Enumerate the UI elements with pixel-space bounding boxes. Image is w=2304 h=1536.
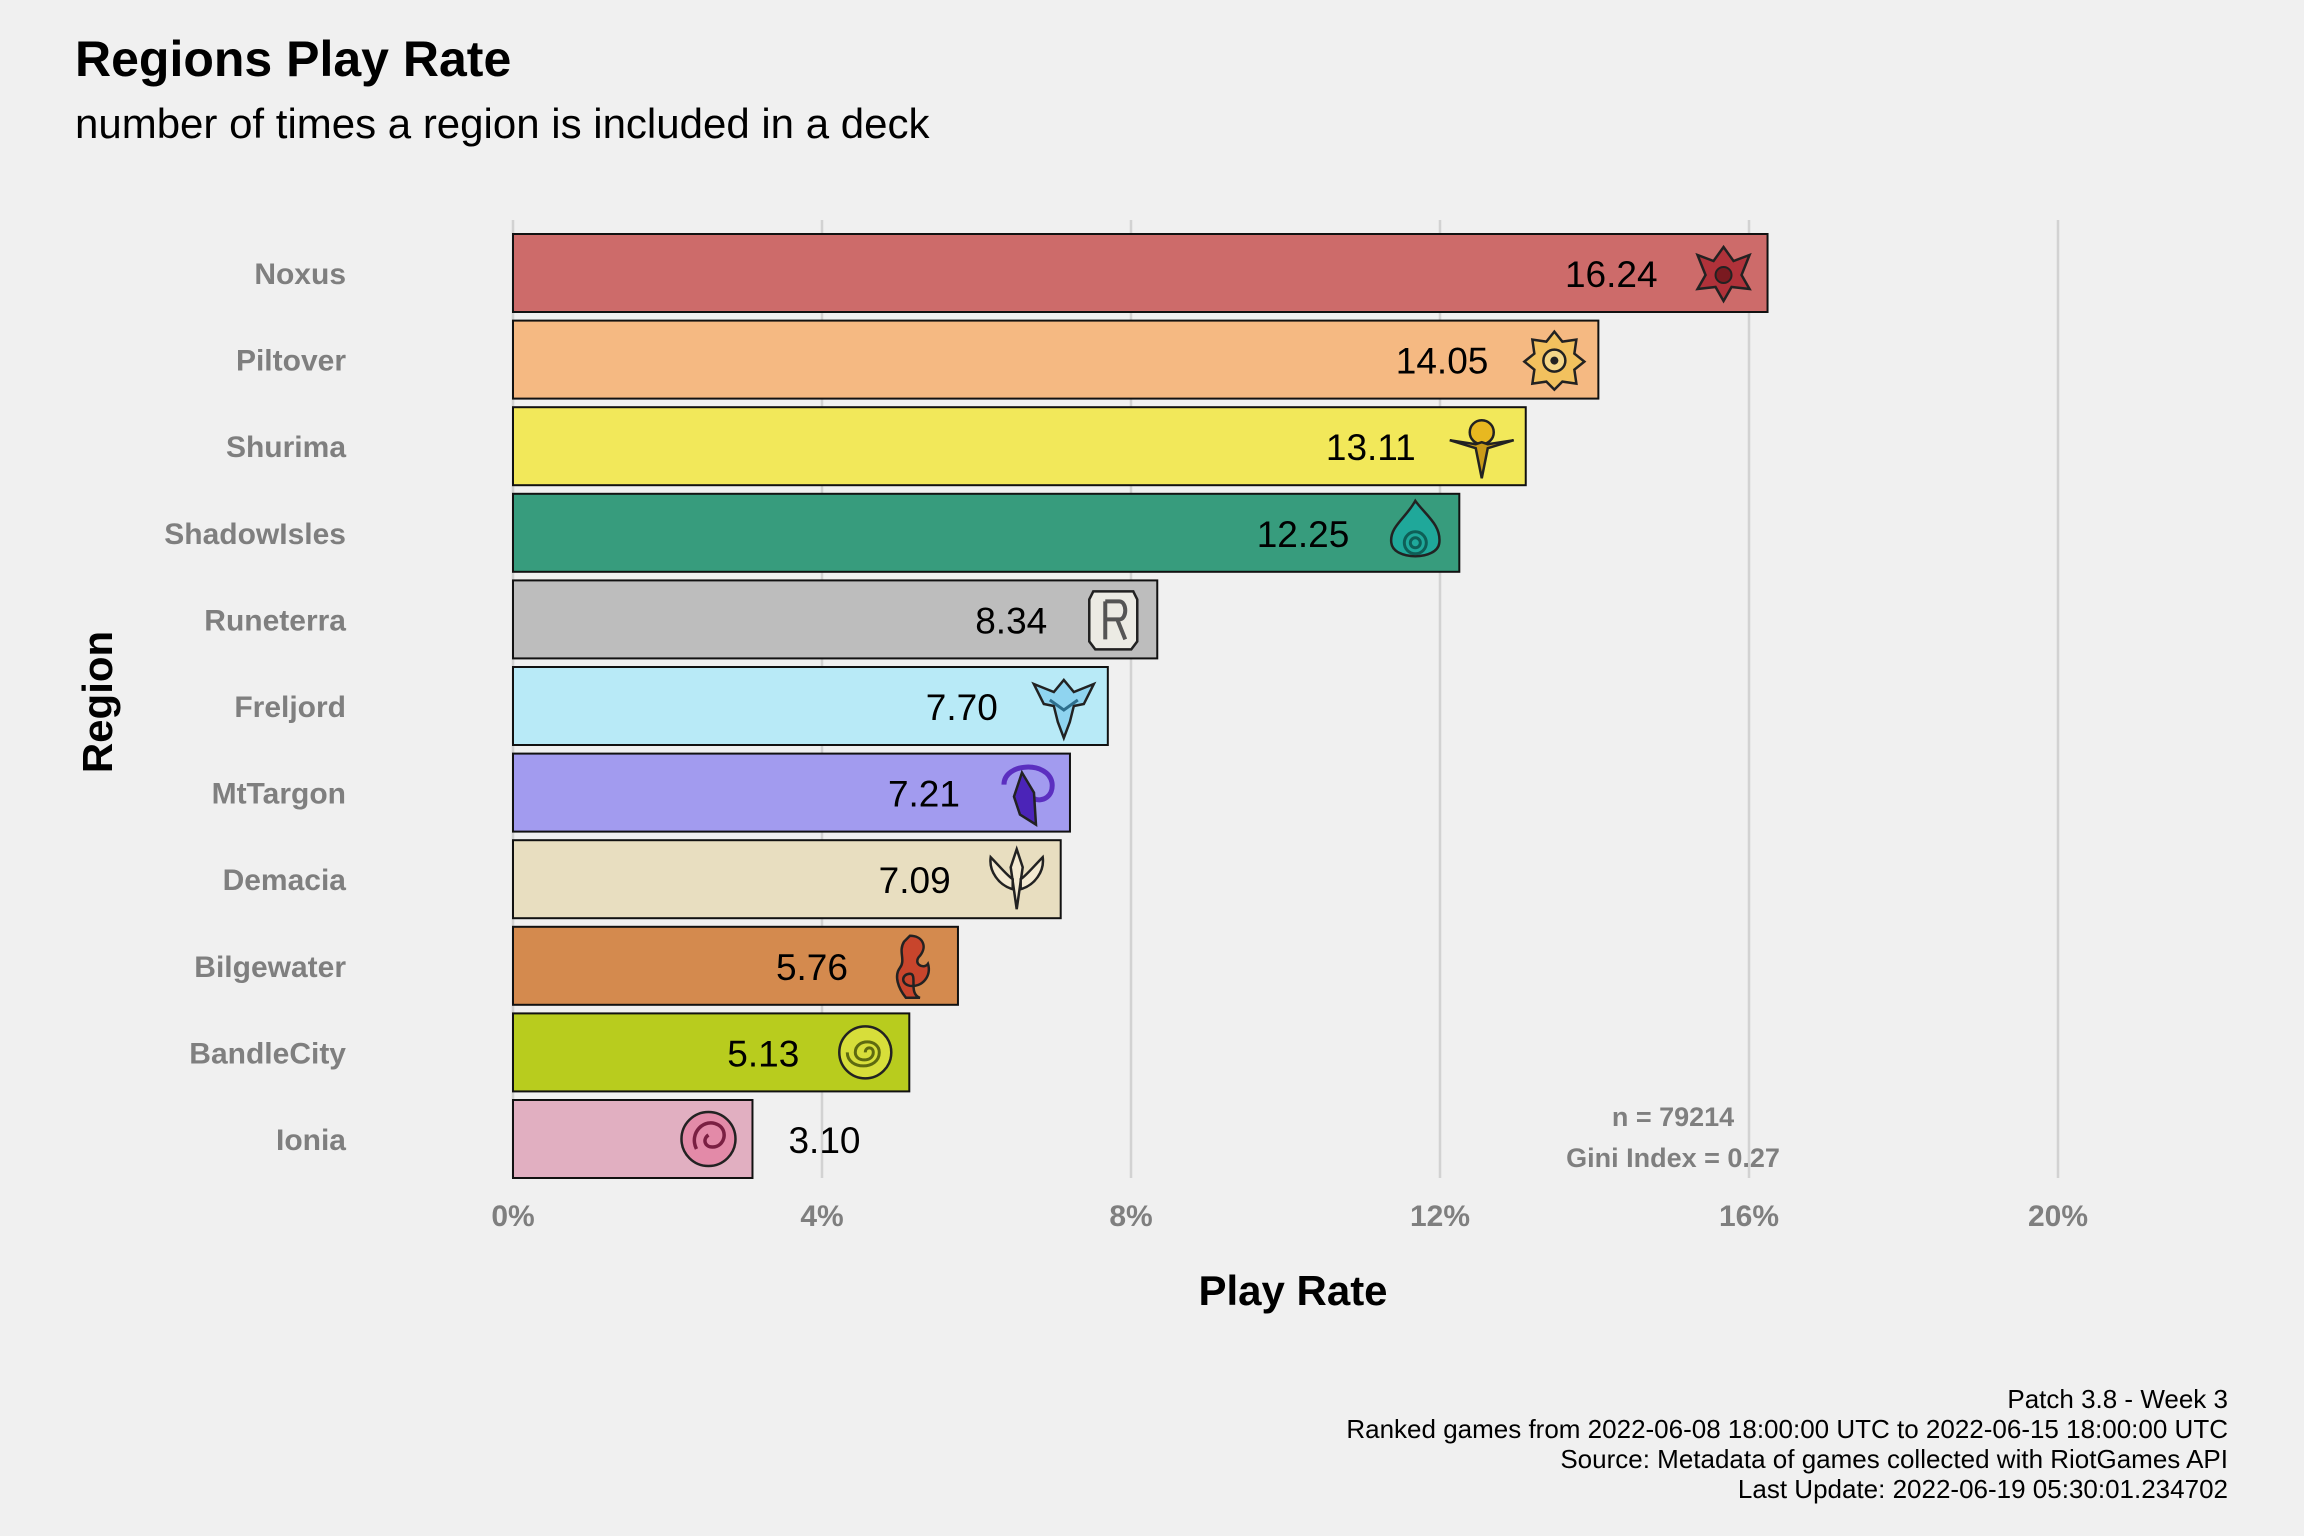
bar-runeterra <box>512 579 1159 660</box>
y-axis-title: Region <box>74 631 121 773</box>
data-label: 16.24 <box>1565 254 1658 295</box>
chart-title: Regions Play Rate <box>75 31 512 87</box>
bar-noxus <box>512 233 1769 313</box>
piltover-emblem-icon <box>1522 329 1587 392</box>
demacia-emblem-icon <box>989 845 1045 910</box>
y-tick-label: Noxus <box>254 258 346 291</box>
y-tick-label: ShadowIsles <box>164 518 346 551</box>
shurima-emblem-icon <box>1449 418 1515 479</box>
x-axis-title: Play Rate <box>1198 1267 1387 1314</box>
y-tick-label: Freljord <box>234 691 346 724</box>
bar-bilgewater <box>512 925 959 1006</box>
runeterra-emblem-icon <box>1088 590 1139 651</box>
x-tick-label: 12% <box>1410 1200 1470 1233</box>
bar-shurima <box>512 406 1527 487</box>
caption-update: Last Update: 2022-06-19 05:30:01.234702 <box>1737 1474 2228 1504</box>
x-tick-label: 0% <box>491 1200 534 1233</box>
y-tick-label: BandleCity <box>189 1037 346 1070</box>
bandlecity-emblem-icon <box>838 1025 893 1080</box>
data-label: 12.25 <box>1257 514 1350 555</box>
freljord-emblem-icon <box>1031 678 1097 742</box>
data-label: 5.76 <box>776 947 848 988</box>
y-tick-label: Ionia <box>276 1124 346 1157</box>
bar-shadowisles <box>512 492 1461 573</box>
noxus-emblem-icon <box>1695 244 1752 304</box>
data-label: 8.34 <box>975 600 1047 641</box>
data-label: 13.11 <box>1326 427 1416 468</box>
caption-source: Source: Metadata of games collected with… <box>1560 1444 2228 1474</box>
mttargon-emblem-icon <box>1001 764 1055 827</box>
caption-range: Ranked games from 2022-06-08 18:00:00 UT… <box>1346 1414 2228 1444</box>
data-label: 3.10 <box>788 1120 860 1161</box>
x-tick-label: 4% <box>800 1200 843 1233</box>
data-label: 7.70 <box>926 687 998 728</box>
chart-subtitle: number of times a region is included in … <box>75 100 930 147</box>
labels: 0% 4% 8% 12% 16% 20% Noxus 16.24 Piltover 14.05 Sh… <box>164 254 2088 1233</box>
caption-patch: Patch 3.8 - Week 3 <box>2007 1384 2228 1414</box>
annotation-n: n = 79214 <box>1612 1102 1734 1132</box>
x-tick-label: 8% <box>1109 1200 1152 1233</box>
bilgewater-emblem-icon <box>895 934 931 1000</box>
bars <box>512 233 1769 1179</box>
shadowisles-emblem-icon <box>1390 498 1441 558</box>
y-tick-label: Bilgewater <box>194 951 346 984</box>
ionia-emblem-icon <box>680 1110 737 1168</box>
data-label: 5.13 <box>727 1033 799 1074</box>
annotation-gini: Gini Index = 0.27 <box>1566 1143 1780 1173</box>
data-label: 7.21 <box>888 774 960 815</box>
data-label: 14.05 <box>1396 341 1489 382</box>
y-tick-label: Runeterra <box>204 604 346 637</box>
y-tick-label: MtTargon <box>212 778 346 811</box>
bar-mttargon <box>512 752 1071 833</box>
bar-piltover <box>512 319 1600 400</box>
x-tick-label: 20% <box>2028 1200 2088 1233</box>
x-tick-label: 16% <box>1719 1200 1779 1233</box>
y-tick-label: Shurima <box>226 431 346 464</box>
data-label: 7.09 <box>879 860 951 901</box>
y-tick-label: Demacia <box>223 864 347 897</box>
y-tick-label: Piltover <box>236 345 346 378</box>
caption: Patch 3.8 - Week 3 Ranked games from 202… <box>1346 1384 2228 1504</box>
bar-freljord <box>512 666 1109 746</box>
bar-demacia <box>512 839 1062 920</box>
